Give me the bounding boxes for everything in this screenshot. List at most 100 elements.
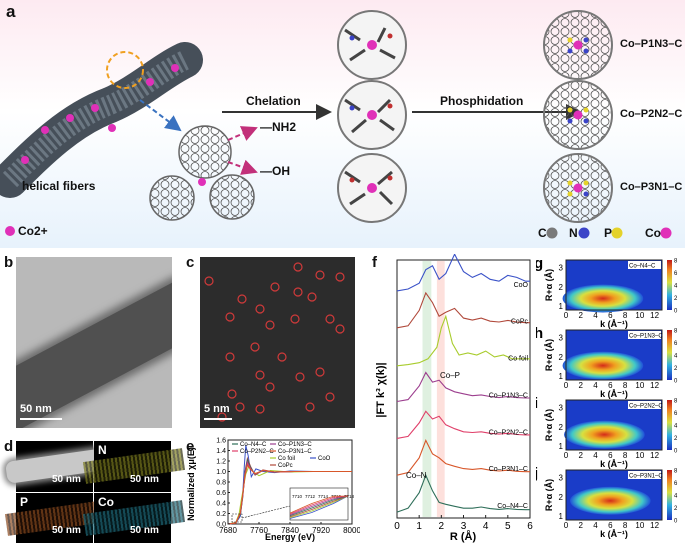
map-scale-3: 50 nm (52, 525, 81, 536)
wt-colorbar-label: 2 (674, 296, 678, 302)
wt-colorbar (667, 470, 672, 520)
ft-series-label: Co–N4–C (497, 503, 528, 510)
xanes-inset-tick: 7710 (292, 494, 303, 499)
wt-xtick-label: 6 (608, 451, 613, 460)
wt-xtick-label: 12 (650, 311, 659, 320)
wt-colorbar (667, 260, 672, 310)
oh-label: —OH (260, 164, 290, 178)
haadf-image: 5 nm (200, 257, 355, 428)
wt-colorbar-label: 6 (674, 271, 678, 277)
xanes-inset-series-2 (289, 495, 349, 518)
ft-ylabel: |FT k³ χ(k)| (375, 362, 387, 417)
wt-xtick-label: 2 (579, 311, 584, 320)
ft-series-label: CoO (514, 282, 529, 289)
wt-colorbar-label: 6 (674, 481, 678, 487)
wt-ylabel: R+α (Å) (544, 409, 554, 441)
wt-colorbar-label: 8 (674, 399, 678, 405)
legend-c-label: C (538, 226, 547, 240)
map-p: P 50 nm (4, 493, 108, 543)
ft-xlabel: R (Å) (450, 530, 477, 543)
map-haadf: 50 nm (4, 441, 108, 492)
wt-colorbar (667, 330, 672, 380)
xanes-legend-label: Co–P2N2–C (240, 449, 274, 455)
wt-xtick-label: 4 (593, 521, 598, 530)
wt-xtick-label: 8 (623, 451, 628, 460)
xanes-ytick-label: 1.4 (216, 448, 226, 455)
wt-colorbar-label: 6 (674, 411, 678, 417)
legend-p-label: P (604, 226, 613, 240)
panel-label-g: g (536, 255, 543, 272)
wt-xlabel: k (Å⁻¹) (600, 389, 628, 399)
wt-xtick-label: 4 (593, 381, 598, 390)
haadf-scale-text: 5 nm (204, 403, 230, 415)
xanes-inset-tick: 7718 (344, 494, 355, 499)
xanes-xtick-label: 7680 (219, 526, 237, 535)
wt-xtick-label: 0 (564, 521, 569, 530)
wt-xtick-label: 2 (579, 381, 584, 390)
map-channel-p: P (20, 495, 29, 509)
wt-ytick-label: 3 (559, 334, 564, 343)
panel-label-j: j (536, 465, 538, 482)
xanes-inset-series-0 (289, 495, 349, 519)
co-n-band (422, 261, 432, 517)
map-n: N 50 nm (82, 441, 186, 492)
tem-scale-text: 50 nm (20, 403, 52, 415)
panel-label-b: b (4, 254, 14, 271)
ft-xtick-label: 2 (439, 521, 445, 532)
ft-xtick-label: 3 (461, 521, 467, 532)
xanes-legend-label: Co–P1N3–C (278, 442, 312, 448)
wt-xtick-label: 0 (564, 381, 569, 390)
wt-map-hotspot (562, 351, 644, 380)
ft-xtick-label: 1 (416, 521, 422, 532)
wt-xtick-label: 12 (650, 451, 659, 460)
map-scale-1: 50 nm (52, 474, 81, 485)
haadf-sites (204, 262, 345, 422)
ft-xtick-label: 6 (527, 521, 533, 532)
wt-colorbar-label: 2 (674, 506, 678, 512)
xanes-ytick-label: 0.4 (216, 501, 226, 508)
wt-xtick-label: 12 (650, 521, 659, 530)
xanes-inset-series-3 (289, 495, 349, 517)
wt-xtick-label: 0 (564, 451, 569, 460)
wt-ytick-label: 1 (559, 372, 564, 381)
xanes-ytick-label: 0.8 (216, 480, 226, 487)
ft-series-label: Co foil (508, 356, 528, 363)
cross-section-3 (209, 174, 255, 220)
co-ion-label: Co2+ (18, 224, 48, 238)
xanes-xlabel: Energy (eV) (265, 532, 315, 542)
wt-colorbar-label: 0 (674, 309, 678, 315)
xanes-ytick-label: 1.6 (216, 438, 226, 445)
xanes-inset-tick: 7714 (318, 494, 329, 499)
ft-series-0 (396, 254, 530, 292)
ft-series-label: Co–P2N2–C (489, 429, 528, 436)
wt-map-frame (565, 399, 663, 451)
wt-ytick-label: 1 (559, 302, 564, 311)
xanes-legend-label: Co–P3N1–C (278, 449, 312, 455)
wt-map-frame (565, 329, 663, 381)
ft-series-3 (396, 371, 530, 403)
ft-exafs-chart: CoO CoPc Co foil Co–P1N3–C Co–P2N2–C Co–P3N1–… (375, 254, 533, 543)
wt-xtick-label: 4 (593, 451, 598, 460)
wt-xtick-label: 2 (579, 521, 584, 530)
ft-series-label: CoPc (511, 319, 529, 326)
wt-xlabel: k (Å⁻¹) (600, 529, 628, 539)
wt-ytick-label: 3 (559, 474, 564, 483)
wt-ytick-label: 2 (559, 493, 564, 502)
nh2-label: —NH2 (260, 120, 297, 134)
xanes-chart: 7680 7760 7840 7920 8000 0.0 0.2 0.4 0.6 0.8 1.0 1.… (186, 438, 360, 543)
wt-map-frame (565, 259, 663, 311)
map-co: Co 50 nm (82, 493, 186, 543)
xanes-legend-label: CoPc (278, 463, 293, 469)
wt-map-title: Co–P1N3–C (629, 334, 663, 340)
xanes-legend-label: Co–N4–C (240, 442, 267, 448)
xanes-legend-label: Co foil (278, 456, 295, 462)
ft-xtick-label: 5 (505, 521, 511, 532)
panel-label-e: e (186, 438, 195, 455)
panel-label-i: i (536, 395, 538, 412)
cross-section-1 (178, 125, 232, 179)
wt-xtick-label: 6 (608, 521, 613, 530)
wt-map-hotspot (569, 486, 651, 515)
xanes-legend-label: CoO (318, 456, 331, 462)
wt-colorbar-label: 4 (674, 494, 678, 500)
